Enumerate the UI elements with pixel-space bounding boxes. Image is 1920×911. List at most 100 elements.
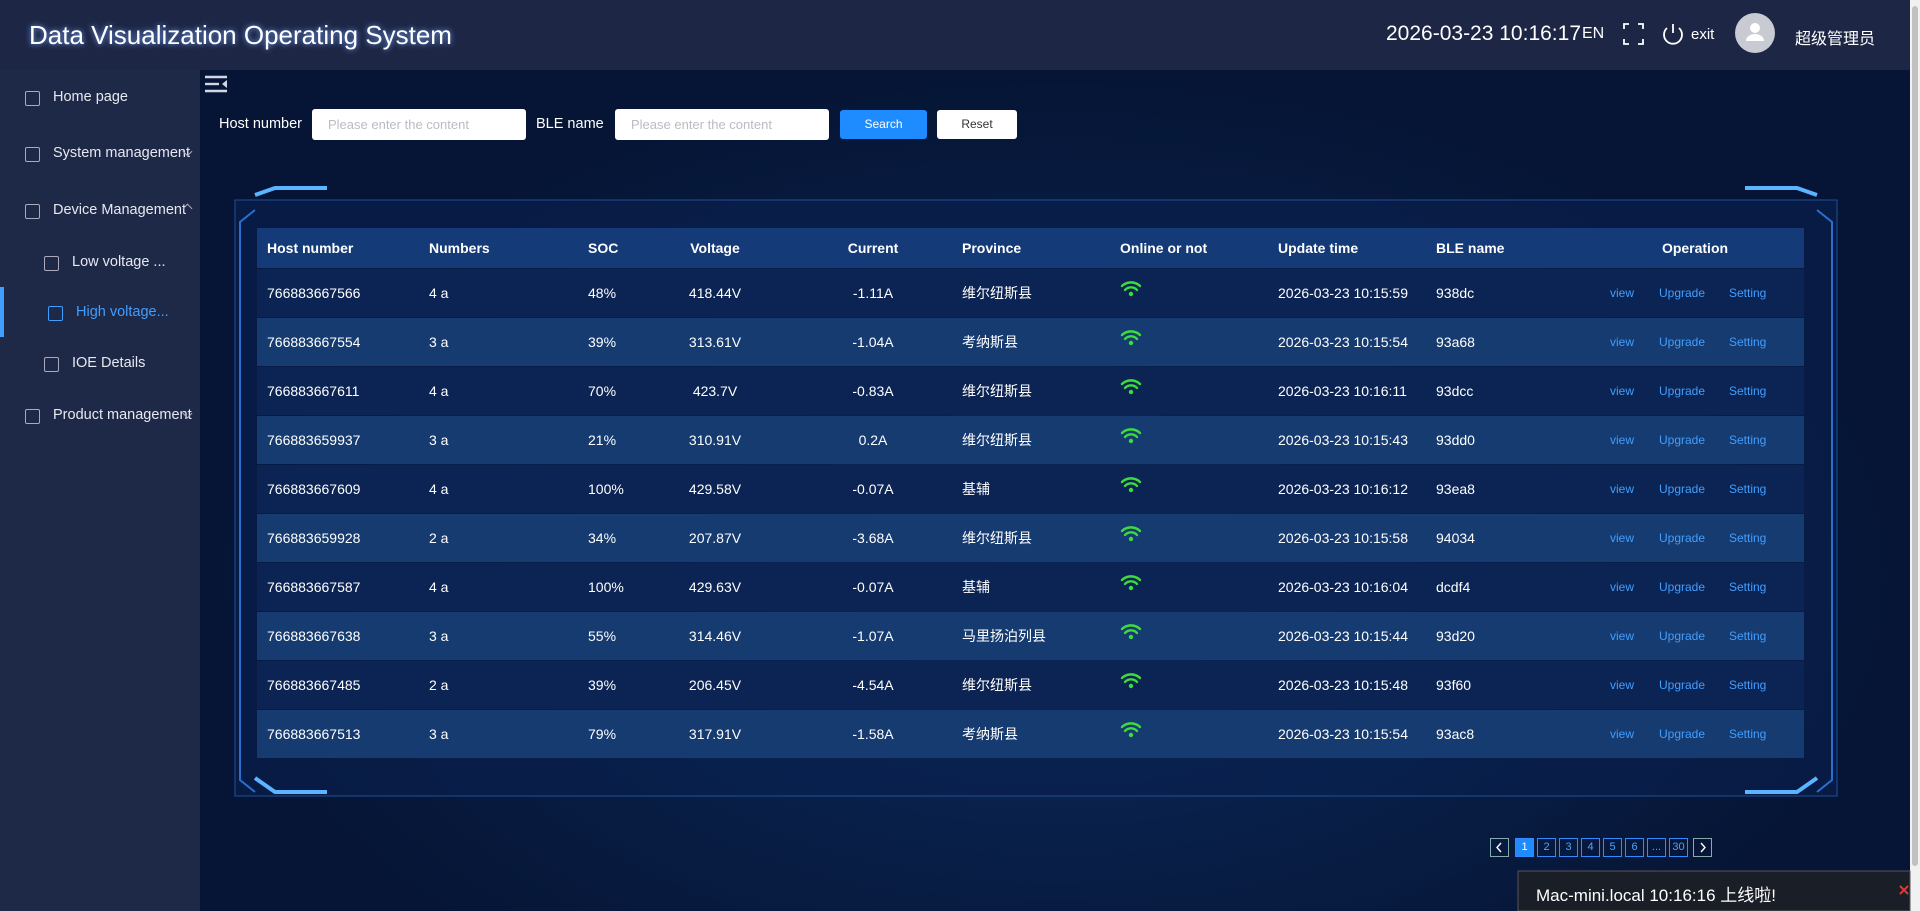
op-link[interactable]: Upgrade <box>1659 432 1706 447</box>
menu-icon[interactable] <box>25 147 40 162</box>
op-link[interactable]: Setting <box>1729 579 1767 594</box>
table-cell: 39% <box>588 333 617 350</box>
menu-item[interactable]: Low voltage ... <box>72 254 166 270</box>
op-link[interactable]: Upgrade <box>1659 285 1706 300</box>
exit-link[interactable]: exit <box>1691 26 1715 43</box>
table-row <box>257 318 1804 366</box>
op-link[interactable]: view <box>1610 677 1635 692</box>
page-link[interactable]: 30 <box>1669 838 1688 857</box>
online-icon <box>1120 623 1142 641</box>
table-cell: 2026-03-23 10:15:54 <box>1278 333 1408 350</box>
menu-item[interactable]: System management <box>53 145 191 161</box>
op-link[interactable]: view <box>1610 579 1635 594</box>
table-row <box>257 416 1804 464</box>
ble-input[interactable]: Please enter the content <box>615 109 829 140</box>
op-link[interactable]: Upgrade <box>1659 677 1706 692</box>
op-link[interactable]: Upgrade <box>1659 334 1706 349</box>
table-row <box>257 514 1804 562</box>
op-link[interactable]: view <box>1610 285 1635 300</box>
menu-icon[interactable] <box>44 357 59 372</box>
table-row <box>257 465 1804 513</box>
menu-icon[interactable] <box>44 256 59 271</box>
table-cell: 39% <box>588 676 617 693</box>
op-link[interactable]: Upgrade <box>1659 628 1706 643</box>
wifi <box>1120 378 1142 394</box>
op-link[interactable]: view <box>1610 383 1635 398</box>
table-cell: 94034 <box>1436 529 1475 546</box>
op-link[interactable]: Upgrade <box>1659 726 1706 741</box>
menu-item[interactable]: Product management <box>53 407 192 423</box>
op-link[interactable]: Setting <box>1729 432 1767 447</box>
op-link[interactable]: view <box>1610 432 1635 447</box>
op-link[interactable]: Setting <box>1729 726 1767 741</box>
table-cell: 3 a <box>429 431 449 448</box>
table-cell: 313.61V <box>688 333 742 350</box>
op-link[interactable]: Setting <box>1729 481 1767 496</box>
menu-item[interactable]: Device Management <box>53 202 186 218</box>
table-cell: 3 a <box>429 333 449 350</box>
table-cell: 766883667566 <box>267 284 361 301</box>
menu-icon[interactable] <box>25 91 40 106</box>
menu-icon[interactable] <box>25 409 40 424</box>
table-cell: 100% <box>588 480 624 497</box>
op-link[interactable]: Setting <box>1729 285 1767 300</box>
op-link[interactable]: Upgrade <box>1659 383 1706 398</box>
menu-item[interactable]: IOE Details <box>72 355 146 371</box>
op-link[interactable]: Setting <box>1729 628 1767 643</box>
op-link[interactable]: view <box>1610 334 1635 349</box>
table-row <box>257 661 1804 709</box>
table-cell: 2026-03-23 10:15:44 <box>1278 627 1408 644</box>
op-link[interactable]: view <box>1610 530 1635 545</box>
page-link[interactable]: 1 <box>1515 838 1534 857</box>
column-header: Province <box>962 240 1022 256</box>
table-cell: 766883667587 <box>267 578 361 595</box>
table-cell: 21% <box>588 431 617 448</box>
online-icon <box>1120 280 1142 298</box>
reset-btn[interactable]: Reset <box>937 110 1017 139</box>
table-cell: 2026-03-23 10:16:04 <box>1278 578 1408 595</box>
top-bar <box>0 0 1920 70</box>
op-link[interactable]: Setting <box>1729 383 1767 398</box>
table-cell: 206.45V <box>688 676 742 693</box>
table-cell: 429.63V <box>688 578 742 595</box>
op-link[interactable]: view <box>1610 481 1635 496</box>
lang-link[interactable]: EN <box>1582 25 1605 42</box>
search-btn[interactable]: Search <box>840 110 927 139</box>
arrow <box>1496 842 1502 853</box>
label: Host number <box>219 116 303 132</box>
online-icon <box>1120 378 1142 396</box>
table-cell: 维尔纽斯县 <box>962 382 1032 399</box>
column-header: Voltage <box>690 240 740 256</box>
page-btn[interactable] <box>1693 838 1712 857</box>
page-link[interactable]: 5 <box>1603 838 1622 857</box>
table-row <box>257 269 1804 317</box>
page-link[interactable]: 2 <box>1537 838 1556 857</box>
arrow <box>1700 842 1706 853</box>
op-link[interactable]: view <box>1610 628 1635 643</box>
menu-item[interactable]: Home page <box>53 89 128 105</box>
online-icon <box>1120 427 1142 445</box>
menu-icon[interactable] <box>48 306 63 321</box>
page-btn[interactable] <box>1490 838 1509 857</box>
menu-item[interactable]: High voltage... <box>76 304 169 320</box>
menu-icon[interactable] <box>25 204 40 219</box>
op-link[interactable]: Setting <box>1729 677 1767 692</box>
op-link[interactable]: view <box>1610 726 1635 741</box>
page-link[interactable]: 4 <box>1581 838 1600 857</box>
op-link[interactable]: Setting <box>1729 334 1767 349</box>
op-link[interactable]: Upgrade <box>1659 530 1706 545</box>
table-cell: 766883667609 <box>267 480 361 497</box>
user-name: 超级管理员 <box>1795 31 1876 48</box>
table-cell: 维尔纽斯县 <box>962 676 1032 693</box>
table-cell: 766883667485 <box>267 676 361 693</box>
page-link[interactable]: ... <box>1647 838 1666 857</box>
page-link[interactable]: 3 <box>1559 838 1578 857</box>
column-header: Online or not <box>1120 240 1208 256</box>
table-row <box>257 367 1804 415</box>
op-link[interactable]: Setting <box>1729 530 1767 545</box>
page-link[interactable]: 6 <box>1625 838 1644 857</box>
op-link[interactable]: Upgrade <box>1659 481 1706 496</box>
table-cell: 2 a <box>429 676 449 693</box>
op-link[interactable]: Upgrade <box>1659 579 1706 594</box>
host-input[interactable]: Please enter the content <box>312 109 526 140</box>
